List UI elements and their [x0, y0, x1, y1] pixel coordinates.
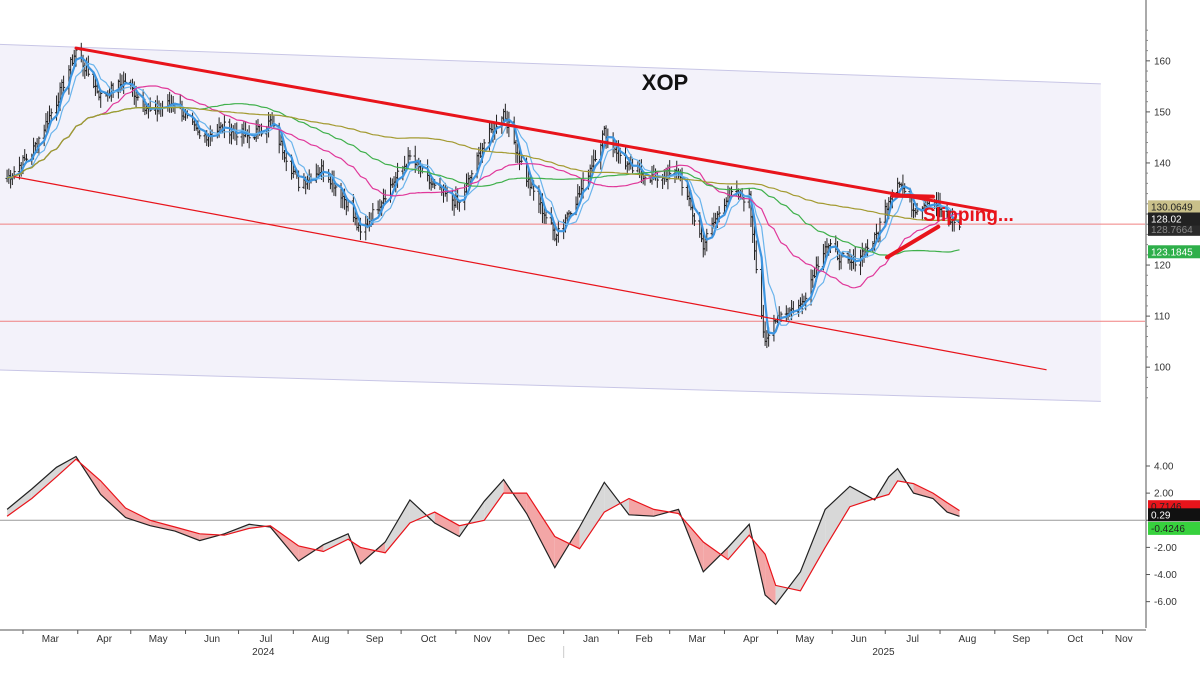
upper-trendline [74, 46, 995, 213]
price-panel [0, 42, 1145, 402]
oscillator-fill-segment [150, 520, 175, 532]
rising-support [885, 224, 941, 260]
price-y-tick-label: 100 [1154, 363, 1171, 374]
oscillator-fill-segment [849, 486, 875, 507]
channel-lower-edge [0, 369, 1101, 402]
x-month-label: Jun [851, 634, 867, 645]
price-y-tick-label: 140 [1154, 158, 1171, 169]
last-price-badge: 128.02 [1151, 215, 1182, 226]
x-month-label: Mar [688, 634, 706, 645]
oscillator-fill-segment [323, 533, 349, 552]
last-price-badge-bg [1148, 212, 1200, 226]
oscillator-fill-segment [31, 467, 57, 499]
x-month-label: Nov [473, 634, 491, 645]
slipping-annotation: Slipping... [923, 205, 1014, 226]
ma-mid-hidden-badge: 128.7664 [1151, 225, 1193, 236]
x-month-label: Dec [527, 634, 545, 645]
x-month-label: Jan [583, 634, 599, 645]
ma-mid-badge-bg [1148, 245, 1200, 259]
osc-y-tick-label: -6.00 [1154, 597, 1177, 608]
x-month-label: May [149, 634, 168, 645]
oscillator-fill-segment [7, 489, 32, 517]
x-month-label: Aug [312, 634, 330, 645]
oscillator-fill-segment [434, 512, 460, 537]
x-month-label: Feb [635, 634, 653, 645]
oscillator-fill-segment [579, 482, 605, 549]
macd-line [6, 455, 960, 606]
hist-badge: -0.4246 [1151, 524, 1185, 535]
x-month-label: Sep [1012, 634, 1030, 645]
oscillator-fill-segment [765, 554, 776, 605]
oscillator-fill-segment [703, 542, 728, 572]
horizontal-resistance [890, 193, 935, 199]
ma-200-olive [6, 106, 960, 221]
oscillator-fill-segment [913, 483, 933, 499]
macd-badge: 0.29 [1151, 510, 1171, 521]
price-y-tick-label: 160 [1154, 56, 1171, 67]
x-year-label: 2024 [252, 647, 275, 658]
osc-y-tick-label: -4.00 [1154, 570, 1177, 581]
oscillator-fill-segment [125, 508, 151, 526]
lower-trendline [13, 176, 1047, 371]
signal-line [6, 458, 960, 592]
oscillator-fill-segment [800, 509, 826, 591]
ma-mid-hidden-badge-bg [1148, 222, 1200, 236]
x-month-label: May [795, 634, 814, 645]
oscillator-fill-segment [385, 499, 410, 553]
x-month-label: Oct [1067, 634, 1083, 645]
x-month-label: Aug [959, 634, 977, 645]
x-month-label: Jun [204, 634, 220, 645]
x-month-label: Oct [421, 634, 437, 645]
x-month-label: Apr [743, 634, 759, 645]
oscillator-fill-segment [174, 527, 200, 541]
oscillator-fill-segment [526, 493, 555, 568]
ma-50-magenta [6, 85, 960, 289]
oscillator-fill-segment [825, 486, 850, 548]
ma-long-badge-bg [1148, 200, 1200, 214]
macd-badge-bg [1148, 508, 1200, 522]
ma-long-badge: 130.0649 [1151, 202, 1193, 213]
y-axis: 100110120130140150160-6.00-4.00-2.002.00… [1145, 0, 1200, 628]
x-month-label: Nov [1115, 634, 1133, 645]
chart-title: XOP [642, 70, 688, 95]
price-y-tick-label: 120 [1154, 261, 1171, 272]
x-month-label: Sep [366, 634, 384, 645]
x-month-label: Mar [42, 634, 60, 645]
oscillator-fill-segment [629, 498, 654, 517]
channel-upper-edge [0, 43, 1101, 85]
x-year-label: 2025 [872, 647, 895, 658]
osc-y-tick-label: 2.00 [1154, 489, 1174, 500]
osc-y-tick-label: 4.00 [1154, 461, 1174, 472]
signal-badge: 0.7146 [1151, 502, 1182, 513]
price-channel-band [0, 44, 1101, 402]
oscillator-panel [0, 455, 1145, 606]
ma-mid-badge: 123.1845 [1151, 247, 1193, 258]
oscillator-fill-segment [100, 480, 126, 518]
oscillator-fill-segment [933, 493, 948, 513]
hist-badge-bg [1148, 521, 1200, 535]
oscillator-fill-segment [484, 479, 504, 521]
x-axis: Mar Apr May Jun Jul Aug Sep Oct Nov Dec Jan Feb Mar A… [0, 629, 1146, 658]
osc-y-tick-label: -2.00 [1154, 543, 1177, 554]
price-y-tick-label: 110 [1154, 312, 1170, 323]
x-month-label: Jul [906, 634, 919, 645]
x-month-label: Apr [96, 634, 112, 645]
price-y-tick-label: 150 [1154, 107, 1171, 118]
x-month-label: Jul [260, 634, 273, 645]
oscillator-fill-segment [728, 524, 750, 560]
